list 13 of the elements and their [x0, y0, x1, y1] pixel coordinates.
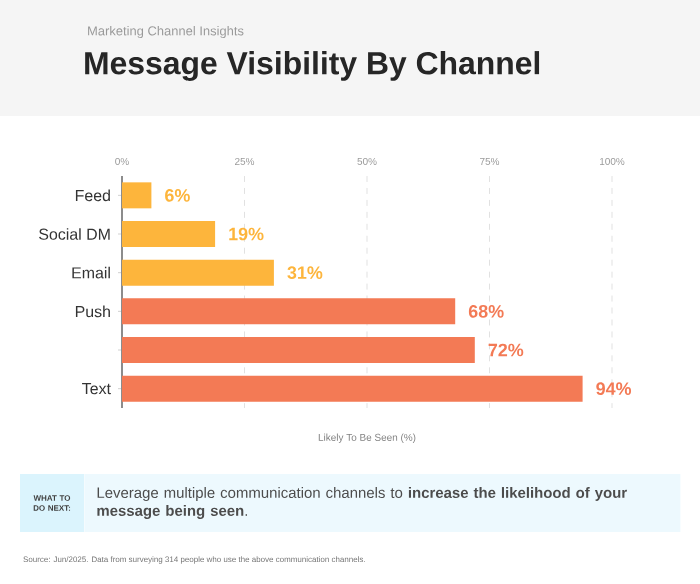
data-label: 19% — [229, 227, 264, 241]
data-label: 94% — [596, 382, 632, 396]
bar — [122, 298, 456, 325]
bar — [122, 259, 274, 286]
data-label: 31% — [287, 266, 323, 280]
chart-title: Message Visibility By Channel — [85, 51, 540, 81]
bar — [122, 375, 583, 402]
bar — [122, 221, 216, 248]
data-label: 72% — [488, 343, 524, 357]
data-label: 6% — [165, 188, 190, 202]
bar — [122, 337, 475, 363]
bar — [122, 182, 152, 209]
data-label: 68% — [468, 304, 504, 318]
